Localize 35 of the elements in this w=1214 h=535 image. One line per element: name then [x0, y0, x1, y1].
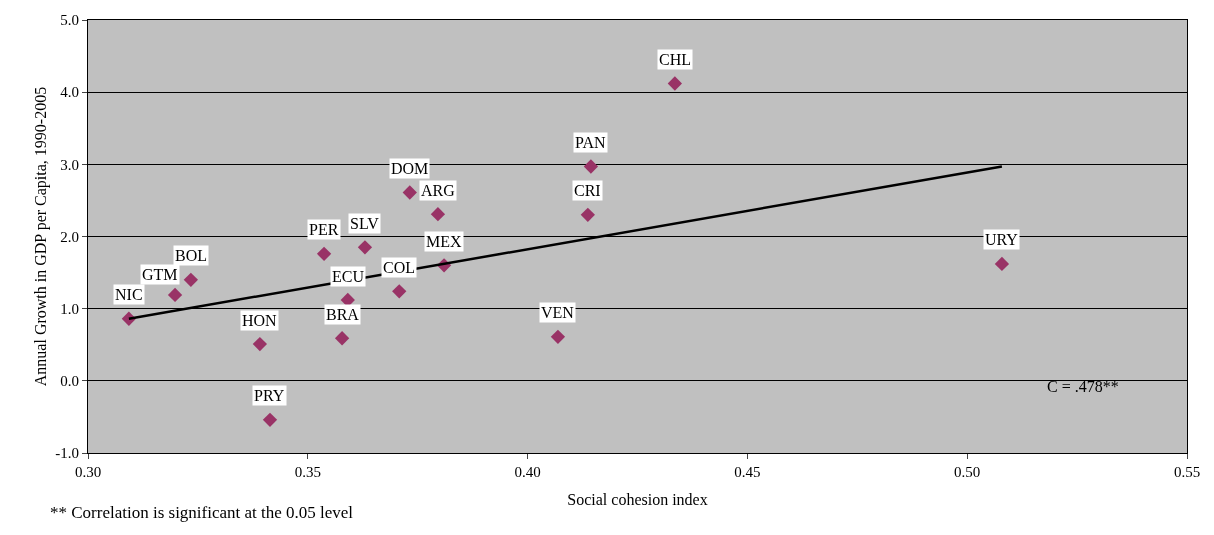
y-axis-title: Annual Growth in GDP per Capita, 1990-2005 — [32, 86, 50, 387]
annotation: HON — [242, 312, 278, 329]
y-tick-label: 3.0 — [60, 156, 79, 173]
annotation: PRY — [254, 387, 285, 404]
annotation: VEN — [541, 304, 575, 321]
annotation: SLV — [350, 215, 380, 232]
x-tick-label: 0.45 — [734, 464, 761, 480]
y-tick-label: 5.0 — [60, 12, 79, 29]
y-tick-label: 2.0 — [60, 228, 79, 245]
annotation: GTM — [142, 266, 178, 283]
x-tick-label: 0.50 — [954, 464, 981, 480]
text: ** Correlation is significant at the 0.05 level — [50, 503, 354, 522]
annotation: ARG — [421, 182, 456, 199]
y-tick-label: 0.0 — [60, 373, 79, 390]
annotation: C = .478** — [1047, 378, 1119, 395]
x-axis-title: Social cohesion index — [567, 490, 708, 508]
y-tick-label: 4.0 — [60, 84, 79, 101]
y-tick-label: -1.0 — [55, 445, 79, 462]
annotation: BRA — [326, 306, 360, 323]
x-tick-label: 0.35 — [294, 464, 321, 480]
annotation: BOL — [175, 247, 207, 264]
annotation: PER — [309, 221, 339, 238]
annotation: CRI — [574, 182, 601, 199]
annotation: CHL — [659, 51, 691, 68]
annotation: ECU — [332, 268, 365, 285]
annotation: NIC — [115, 286, 143, 303]
annotation: URY — [985, 231, 1019, 248]
y-tick-label: 1.0 — [60, 300, 79, 317]
x-tick-label: 0.30 — [74, 464, 102, 480]
annotation: MEX — [426, 233, 462, 250]
annotation: COL — [383, 259, 415, 276]
annotation: DOM — [391, 160, 429, 177]
annotation: PAN — [575, 134, 606, 151]
x-tick-label: 0.40 — [514, 464, 541, 480]
x-tick-label: 0.55 — [1173, 464, 1201, 480]
